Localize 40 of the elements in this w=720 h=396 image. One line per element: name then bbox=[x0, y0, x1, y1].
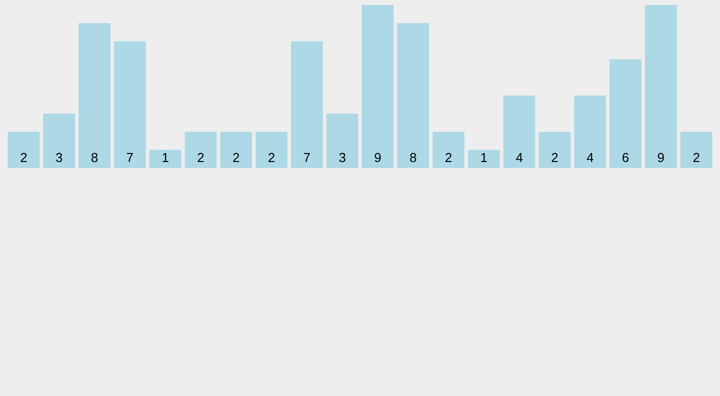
bar bbox=[680, 132, 712, 168]
bar bbox=[644, 5, 677, 168]
bar bbox=[43, 114, 76, 168]
data-label: 3 bbox=[338, 150, 346, 165]
data-label: 2 bbox=[268, 150, 276, 165]
data-label: 2 bbox=[197, 150, 204, 165]
bar bbox=[78, 23, 110, 168]
data-label: 2 bbox=[551, 150, 558, 165]
data-label: 8 bbox=[90, 150, 98, 165]
bar bbox=[290, 41, 323, 168]
data-label: 7 bbox=[303, 150, 311, 165]
data-label: 3 bbox=[55, 150, 63, 165]
bar bbox=[220, 132, 252, 168]
data-label: 7 bbox=[126, 150, 134, 165]
bar bbox=[468, 150, 500, 168]
bar bbox=[538, 132, 571, 168]
data-label: 1 bbox=[162, 150, 169, 165]
bar bbox=[326, 114, 358, 168]
data-label: 2 bbox=[232, 150, 240, 165]
data-label: 6 bbox=[622, 150, 630, 165]
data-label: 9 bbox=[374, 150, 382, 165]
bar bbox=[362, 5, 394, 168]
data-label: 8 bbox=[409, 150, 417, 165]
bar bbox=[8, 132, 40, 168]
bar bbox=[503, 96, 536, 168]
data-label: 9 bbox=[657, 150, 665, 165]
data-label: 4 bbox=[586, 150, 594, 165]
bar bbox=[149, 150, 182, 168]
data-label: 4 bbox=[516, 150, 523, 165]
data-label: 1 bbox=[480, 150, 488, 165]
bar bbox=[574, 96, 606, 168]
data-label: 2 bbox=[692, 150, 700, 165]
bar bbox=[256, 132, 288, 168]
bar bbox=[432, 132, 464, 168]
data-label: 2 bbox=[20, 150, 28, 165]
data-label: 2 bbox=[444, 150, 452, 165]
bar bbox=[114, 41, 146, 168]
bar bbox=[610, 59, 642, 168]
bar bbox=[184, 132, 217, 168]
bar bbox=[397, 23, 430, 168]
